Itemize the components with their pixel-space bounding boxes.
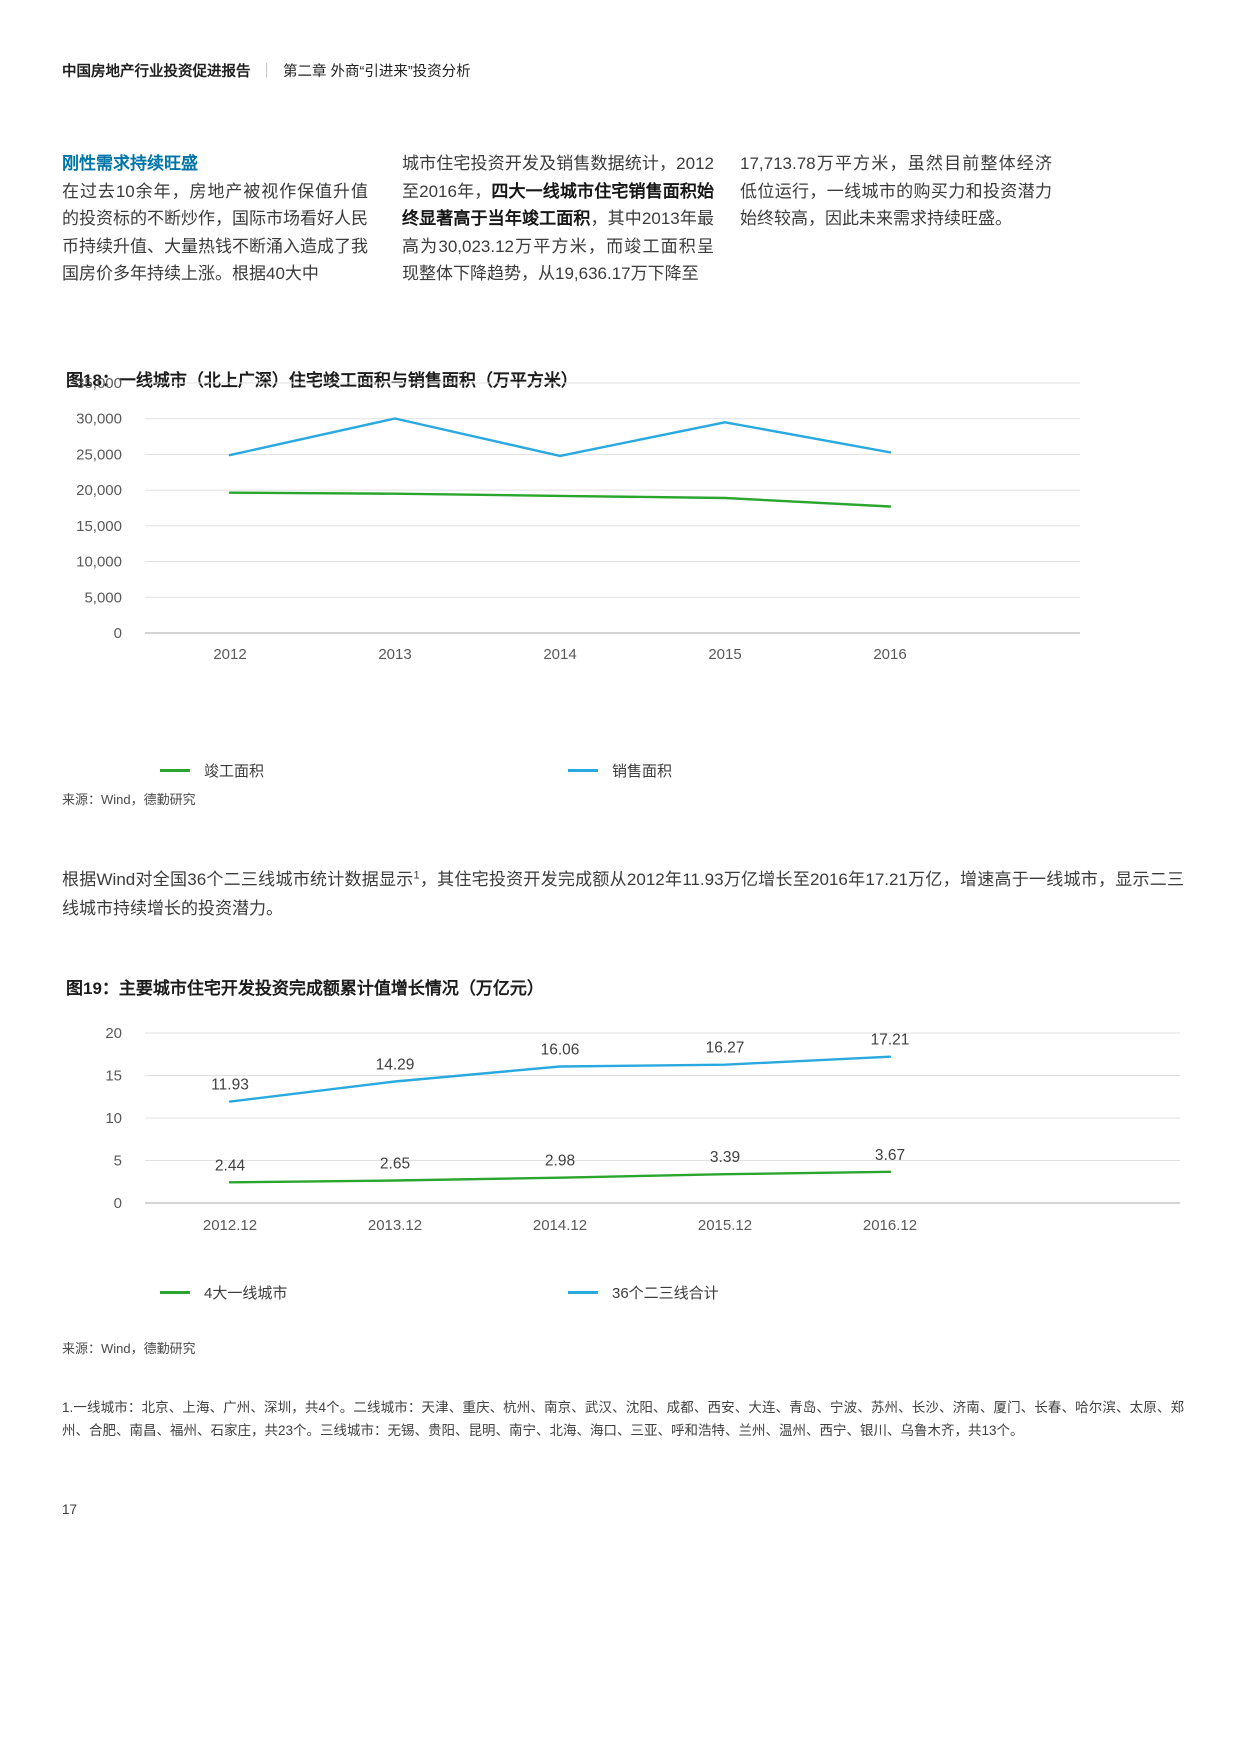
- svg-text:16.27: 16.27: [706, 1040, 745, 1057]
- legend-label: 销售面积: [612, 763, 673, 780]
- svg-text:30,000: 30,000: [76, 411, 122, 428]
- svg-text:2.44: 2.44: [215, 1157, 246, 1174]
- chart19-title: 图19：主要城市住宅开发投资完成额累计值增长情况（万亿元）: [66, 979, 544, 998]
- svg-text:5,000: 5,000: [84, 589, 122, 606]
- svg-text:10,000: 10,000: [76, 554, 122, 571]
- svg-text:16.06: 16.06: [541, 1041, 580, 1058]
- header-divider: ｜: [259, 64, 275, 80]
- svg-text:2.65: 2.65: [380, 1155, 410, 1172]
- svg-text:2.98: 2.98: [545, 1153, 575, 1170]
- svg-text:2015.12: 2015.12: [698, 1217, 752, 1234]
- blue-line-swatch-icon: [568, 769, 598, 772]
- svg-text:0: 0: [114, 625, 122, 642]
- svg-text:2014.12: 2014.12: [533, 1217, 587, 1234]
- svg-text:2012: 2012: [213, 646, 246, 663]
- chart18-legend: 竣工面积 销售面积: [60, 760, 1180, 782]
- svg-text:2012.12: 2012.12: [203, 1217, 257, 1234]
- footnote: 1.一线城市：北京、上海、广州、深圳，共4个。二线城市：天津、重庆、杭州、南京、…: [62, 1400, 1184, 1438]
- legend-item-tier1: 4大一线城市: [160, 1282, 287, 1303]
- svg-text:2015: 2015: [708, 646, 741, 663]
- svg-text:15: 15: [105, 1068, 122, 1085]
- svg-text:14.29: 14.29: [376, 1057, 415, 1074]
- intro-col1-text: 在过去10余年，房地产被视作保值升值的投资标的不断炒作，国际市场看好人民币持续升…: [62, 181, 368, 284]
- legend-item-sales: 销售面积: [568, 760, 672, 781]
- chapter-title: 第二章 外商“引进来”投资分析: [283, 64, 471, 80]
- svg-text:17.21: 17.21: [871, 1032, 910, 1049]
- legend-item-tier23: 36个二三线合计: [568, 1282, 719, 1303]
- svg-text:35,000: 35,000: [76, 375, 122, 392]
- svg-text:10: 10: [105, 1110, 122, 1127]
- svg-text:3.39: 3.39: [710, 1149, 740, 1166]
- chart18-canvas: 35,000 30,000 25,000 20,000 15,000 10,000 5,00…: [76, 375, 1080, 663]
- chart19-legend: 4大一线城市 36个二三线合计: [60, 1282, 1180, 1304]
- green-line-swatch-icon: [160, 769, 190, 772]
- section-heading: 刚性需求持续旺盛: [62, 154, 198, 173]
- legend-label: 36个二三线合计: [612, 1285, 719, 1302]
- svg-text:3.67: 3.67: [875, 1147, 905, 1164]
- intro-column-2: 城市住宅投资开发及销售数据统计，2012至2016年，四大一线城市住宅销售面积始…: [402, 154, 715, 283]
- chart18-source: 来源：Wind，德勤研究: [62, 792, 196, 807]
- svg-text:5: 5: [114, 1153, 122, 1170]
- green-line-swatch-icon: [160, 1291, 190, 1294]
- svg-text:2013: 2013: [378, 646, 411, 663]
- intro-column-1: 刚性需求持续旺盛 在过去10余年，房地产被视作保值升值的投资标的不断炒作，国际市…: [62, 150, 368, 288]
- report-title: 中国房地产行业投资促进报告: [62, 64, 251, 80]
- chart19-source: 来源：Wind，德勤研究: [62, 1341, 196, 1356]
- legend-label: 竣工面积: [204, 763, 265, 780]
- blue-line-swatch-icon: [568, 1291, 598, 1294]
- svg-text:11.93: 11.93: [211, 1077, 249, 1094]
- svg-text:2014: 2014: [543, 646, 576, 663]
- svg-text:2013.12: 2013.12: [368, 1217, 422, 1234]
- svg-text:2016: 2016: [873, 646, 906, 663]
- page-header: 中国房地产行业投资促进报告 ｜ 第二章 外商“引进来”投资分析: [62, 60, 471, 81]
- svg-text:20: 20: [105, 1025, 122, 1042]
- legend-item-completion: 竣工面积: [160, 760, 264, 781]
- mid-paragraph: 根据Wind对全国36个二三线城市统计数据显示1，其住宅投资开发完成额从2012…: [62, 869, 1184, 918]
- chart18-title: 图18：一线城市（北上广深）住宅竣工面积与销售面积（万平方米）: [66, 371, 578, 390]
- intro-column-3: 17,713.78万平方米，虽然目前整体经济低位运行，一线城市的购买力和投资潜力…: [740, 154, 1052, 228]
- svg-text:15,000: 15,000: [76, 518, 122, 535]
- svg-text:25,000: 25,000: [76, 446, 122, 463]
- svg-text:2016.12: 2016.12: [863, 1217, 917, 1234]
- svg-text:20,000: 20,000: [76, 482, 122, 499]
- legend-label: 4大一线城市: [204, 1285, 288, 1302]
- svg-text:0: 0: [114, 1195, 122, 1212]
- chart19-canvas: 20 15 10 5 0 2012.12 2013.12 2014.12 2015.12 2016…: [105, 1025, 1180, 1234]
- page-number: 17: [62, 1502, 78, 1517]
